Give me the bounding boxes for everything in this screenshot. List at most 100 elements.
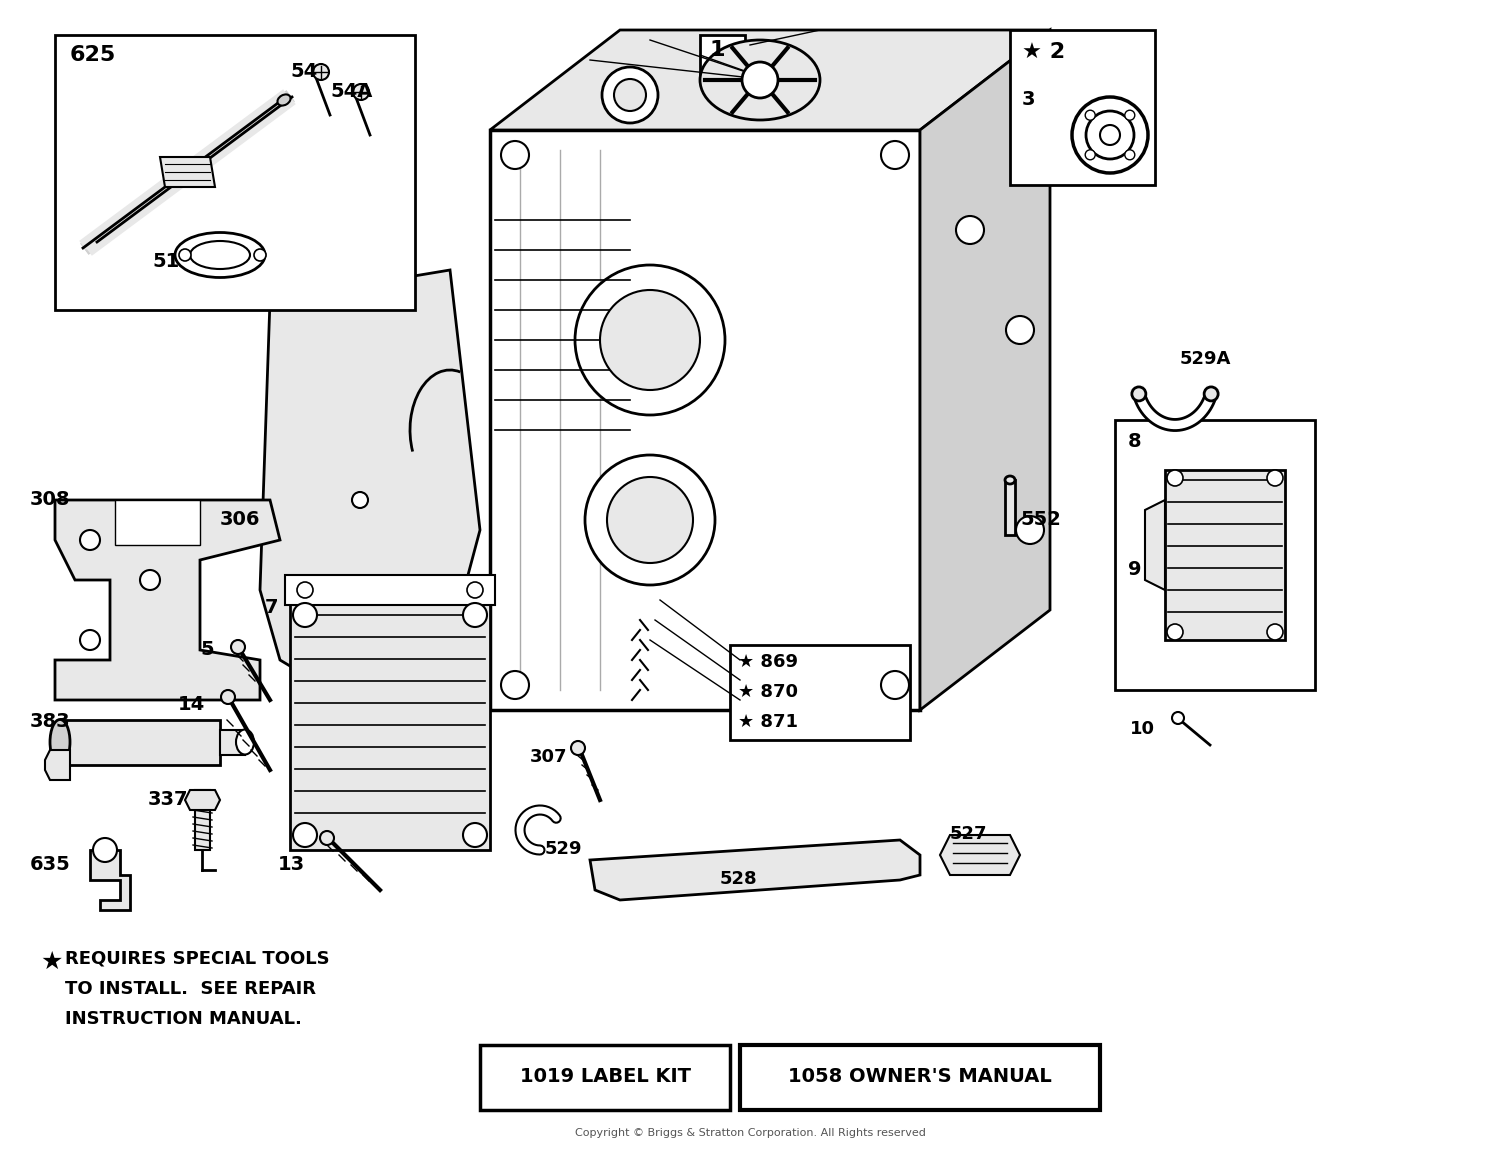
- Text: 528: 528: [720, 870, 758, 888]
- Text: 527: 527: [950, 825, 987, 843]
- Text: 529: 529: [544, 840, 582, 858]
- Ellipse shape: [614, 79, 646, 111]
- Text: INSTRUCTION MANUAL.: INSTRUCTION MANUAL.: [64, 1009, 302, 1028]
- Ellipse shape: [236, 730, 254, 754]
- Text: ★ 870: ★ 870: [738, 683, 798, 701]
- Polygon shape: [160, 157, 214, 187]
- Text: 14: 14: [178, 695, 206, 714]
- Text: TO INSTALL.  SEE REPAIR: TO INSTALL. SEE REPAIR: [64, 979, 316, 998]
- Text: ★: ★: [40, 951, 63, 974]
- Ellipse shape: [1204, 387, 1218, 401]
- Text: 3: 3: [1022, 90, 1035, 109]
- Polygon shape: [260, 270, 480, 720]
- Ellipse shape: [700, 40, 820, 120]
- Bar: [740, 1045, 1100, 1110]
- Ellipse shape: [1268, 470, 1282, 486]
- Ellipse shape: [880, 141, 909, 169]
- Ellipse shape: [220, 690, 236, 705]
- Text: 337: 337: [148, 790, 189, 808]
- Text: 529A: 529A: [1180, 350, 1231, 368]
- Bar: [1166, 470, 1286, 640]
- Bar: [220, 730, 245, 755]
- Bar: [56, 35, 416, 310]
- Ellipse shape: [278, 95, 291, 105]
- Ellipse shape: [464, 824, 488, 847]
- Ellipse shape: [320, 830, 334, 845]
- Bar: [730, 644, 910, 740]
- Text: 1019 LABEL KIT: 1019 LABEL KIT: [519, 1067, 690, 1087]
- Ellipse shape: [254, 249, 266, 261]
- Ellipse shape: [742, 62, 778, 98]
- Ellipse shape: [140, 571, 160, 590]
- Text: 306: 306: [220, 511, 261, 529]
- Bar: [1010, 30, 1155, 185]
- Ellipse shape: [190, 241, 250, 269]
- Polygon shape: [56, 500, 280, 700]
- Ellipse shape: [231, 640, 244, 654]
- Ellipse shape: [572, 742, 585, 755]
- Ellipse shape: [602, 67, 658, 122]
- Text: 1: 1: [710, 40, 726, 60]
- Ellipse shape: [297, 582, 314, 598]
- Ellipse shape: [50, 720, 70, 765]
- Polygon shape: [490, 30, 1050, 131]
- Ellipse shape: [292, 824, 316, 847]
- Text: REQUIRES SPECIAL TOOLS: REQUIRES SPECIAL TOOLS: [64, 951, 330, 968]
- Ellipse shape: [1167, 624, 1184, 640]
- Bar: [290, 599, 490, 850]
- Polygon shape: [1144, 500, 1166, 590]
- Ellipse shape: [93, 839, 117, 862]
- Text: 1058 OWNER'S MANUAL: 1058 OWNER'S MANUAL: [788, 1067, 1052, 1087]
- Bar: [700, 35, 746, 80]
- Text: 9: 9: [1128, 560, 1142, 579]
- Ellipse shape: [1084, 150, 1095, 159]
- Ellipse shape: [1086, 111, 1134, 159]
- Ellipse shape: [80, 629, 100, 650]
- Polygon shape: [940, 835, 1020, 875]
- Text: 552: 552: [1020, 511, 1060, 529]
- Ellipse shape: [501, 141, 530, 169]
- Ellipse shape: [1125, 110, 1136, 120]
- Ellipse shape: [1100, 125, 1120, 146]
- Ellipse shape: [80, 530, 100, 550]
- Ellipse shape: [292, 603, 316, 627]
- Ellipse shape: [352, 492, 368, 508]
- Ellipse shape: [608, 477, 693, 562]
- Text: 383: 383: [30, 711, 70, 731]
- Text: 625: 625: [70, 45, 117, 65]
- Text: 307: 307: [530, 748, 567, 766]
- Ellipse shape: [464, 603, 488, 627]
- Ellipse shape: [956, 216, 984, 244]
- Ellipse shape: [1072, 97, 1148, 173]
- Bar: [285, 575, 495, 605]
- Polygon shape: [45, 750, 70, 780]
- Ellipse shape: [880, 671, 909, 699]
- Bar: [1114, 420, 1316, 690]
- Polygon shape: [590, 840, 920, 900]
- Ellipse shape: [314, 64, 328, 80]
- Text: ★ 869: ★ 869: [738, 653, 798, 671]
- Text: 51: 51: [152, 252, 180, 271]
- Ellipse shape: [1007, 316, 1034, 344]
- Polygon shape: [90, 850, 130, 910]
- Text: 8: 8: [1128, 432, 1142, 450]
- Bar: [60, 720, 220, 765]
- Ellipse shape: [1268, 624, 1282, 640]
- Polygon shape: [116, 500, 200, 545]
- Bar: [195, 790, 210, 850]
- Text: 5: 5: [200, 640, 213, 660]
- Bar: [490, 131, 920, 710]
- Text: 54A: 54A: [330, 82, 372, 100]
- Text: 54: 54: [290, 62, 318, 81]
- Ellipse shape: [1016, 516, 1044, 544]
- Ellipse shape: [501, 671, 530, 699]
- Text: 308: 308: [30, 490, 70, 509]
- Bar: [480, 1045, 730, 1110]
- Text: 13: 13: [278, 855, 304, 874]
- Text: Copyright © Briggs & Stratton Corporation. All Rights reserved: Copyright © Briggs & Stratton Corporatio…: [574, 1128, 926, 1138]
- Text: 7: 7: [266, 598, 279, 617]
- Ellipse shape: [1084, 110, 1095, 120]
- Ellipse shape: [178, 249, 190, 261]
- Ellipse shape: [1125, 150, 1136, 159]
- Ellipse shape: [1005, 476, 1016, 484]
